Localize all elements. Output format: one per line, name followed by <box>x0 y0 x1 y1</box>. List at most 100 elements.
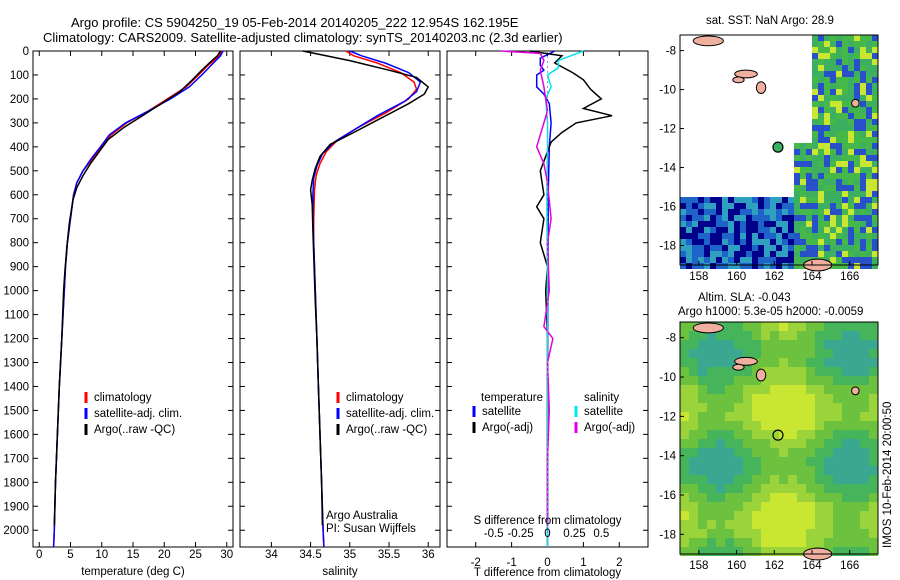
y-tick-label: 800 <box>10 238 29 250</box>
y-tick-label: 500 <box>10 166 29 178</box>
x-tick-label: -1 <box>506 557 516 569</box>
x-tick-label: 36 <box>422 549 435 561</box>
sla-map <box>679 321 879 561</box>
legend-entry: climatology <box>94 392 152 404</box>
imos-timestamp: IMOS 10-Feb-2014 20:00:50 <box>882 401 894 548</box>
x-tick-label: 25 <box>189 549 202 561</box>
island-shape <box>734 356 758 366</box>
map-x-tick-label: 164 <box>802 560 822 572</box>
x-top-tick-label: 0.5 <box>593 528 609 540</box>
legend-entry: satellite <box>482 406 521 418</box>
y-tick-label: 1300 <box>3 357 29 369</box>
y-tick-label: 2000 <box>3 525 29 537</box>
y-tick-label: 900 <box>10 262 29 274</box>
x-tick-label: 1 <box>580 557 586 569</box>
island-shape <box>734 69 758 79</box>
legend-entry: Argo(..raw -QC) <box>346 424 427 436</box>
y-tick-label: 1800 <box>3 477 29 489</box>
x-tick-label: 0 <box>36 549 42 561</box>
y-tick-label: 1600 <box>3 429 29 441</box>
annotation-line1: Argo Australia <box>326 510 398 522</box>
series-line-argo-adj- <box>500 50 554 526</box>
map-x-tick-label: 162 <box>765 271 784 283</box>
y-tick-label: 1200 <box>3 334 29 346</box>
panel-frame-2 <box>239 50 441 548</box>
legend-group-salinity: salinity <box>584 392 619 404</box>
map-y-tick-label: -14 <box>659 451 676 463</box>
island-shape <box>851 98 860 108</box>
map-x-tick-label: 166 <box>840 560 859 572</box>
x-tick-label: 20 <box>158 549 171 561</box>
map-y-tick-label: -12 <box>659 124 676 136</box>
island-shape <box>692 322 724 334</box>
map-y-tick-label: -12 <box>659 411 676 423</box>
panel-frame-1 <box>32 50 234 548</box>
map-frame <box>679 321 879 555</box>
island-shape <box>755 81 767 94</box>
map-x-tick-label: 160 <box>727 560 746 572</box>
series-line-argo-adj- <box>529 50 613 526</box>
series-line-argo-raw-qc- <box>302 50 430 526</box>
island-shape <box>692 35 724 47</box>
map-y-tick-label: -14 <box>659 163 676 175</box>
x-top-tick-label: -0.5 <box>484 528 504 540</box>
figure-title-line2: Climatology: CARS2009. Satellite-adjuste… <box>43 30 563 45</box>
x-tick-label: 15 <box>127 549 140 561</box>
sst-map-title: sat. SST: NaN Argo: 28.9 <box>706 15 834 27</box>
figure-title-line1: Argo profile: CS 5904250_19 05-Feb-2014 … <box>71 15 519 30</box>
legend-group-temperature: temperature <box>481 392 543 404</box>
island-shape <box>732 76 745 84</box>
map-frame <box>679 34 879 266</box>
x-tick-label: -2 <box>471 557 481 569</box>
y-tick-label: 1700 <box>3 453 29 465</box>
sst-map <box>679 34 879 272</box>
y-tick-label: 100 <box>10 70 29 82</box>
map-y-tick-label: -16 <box>659 490 676 502</box>
island-shape <box>732 363 745 371</box>
y-tick-label: 400 <box>10 142 29 154</box>
y-tick-label: 1100 <box>4 310 29 322</box>
x-tick-label: 35.5 <box>378 549 400 561</box>
legend-entry: satellite-adj. clim. <box>346 408 434 420</box>
argo-location-marker <box>772 429 784 441</box>
legend-entry: Argo(-adj) <box>482 422 533 434</box>
y-tick-label: 1500 <box>3 405 29 417</box>
y-tick-label: 200 <box>10 94 29 106</box>
x-tick-label: 10 <box>95 549 108 561</box>
sla-map-title-line1: Altim. SLA: -0.043 <box>698 292 791 304</box>
map-y-tick-label: -16 <box>659 202 676 214</box>
map-x-tick-label: 158 <box>689 271 708 283</box>
y-tick-label: 1900 <box>3 501 29 513</box>
x-tick-label: 34 <box>265 549 278 561</box>
map-y-tick-label: -8 <box>666 333 676 345</box>
x-axis-label: T difference from climatology <box>474 567 621 579</box>
y-tick-label: 0 <box>23 46 29 58</box>
y-tick-label: 1400 <box>3 381 29 393</box>
x-tick-label: 5 <box>67 549 73 561</box>
x-top-tick-label: -0.25 <box>507 528 533 540</box>
map-x-tick-label: 158 <box>689 560 708 572</box>
map-x-tick-label: 160 <box>727 271 746 283</box>
legend-entry: satellite <box>584 406 623 418</box>
x-top-tick-label: 0.25 <box>563 528 585 540</box>
legend-entry: satellite-adj. clim. <box>94 408 182 420</box>
series-line-argo-raw-qc- <box>53 50 222 526</box>
y-tick-label: 300 <box>10 118 29 130</box>
y-tick-label: 1000 <box>3 286 29 298</box>
map-y-tick-label: -10 <box>659 85 676 97</box>
annotation-line2: PI: Susan Wijffels <box>326 523 416 535</box>
map-x-tick-label: 166 <box>840 271 859 283</box>
x-axis-label: temperature (deg C) <box>81 566 185 578</box>
island-shape <box>755 368 767 382</box>
island-shape <box>851 386 860 396</box>
y-tick-label: 700 <box>10 214 29 226</box>
argo-location-marker <box>772 141 784 153</box>
map-y-tick-label: -18 <box>659 241 676 253</box>
sla-map-title-line2: Argo h1000: 5.3e-05 h2000: -0.0059 <box>678 306 864 318</box>
x-tick-label: 0 <box>544 557 550 569</box>
x-tick-label: 30 <box>220 549 233 561</box>
x-tick-label: 2 <box>616 557 622 569</box>
x-tick-label: 34.5 <box>299 549 321 561</box>
map-x-tick-label: 162 <box>765 560 784 572</box>
